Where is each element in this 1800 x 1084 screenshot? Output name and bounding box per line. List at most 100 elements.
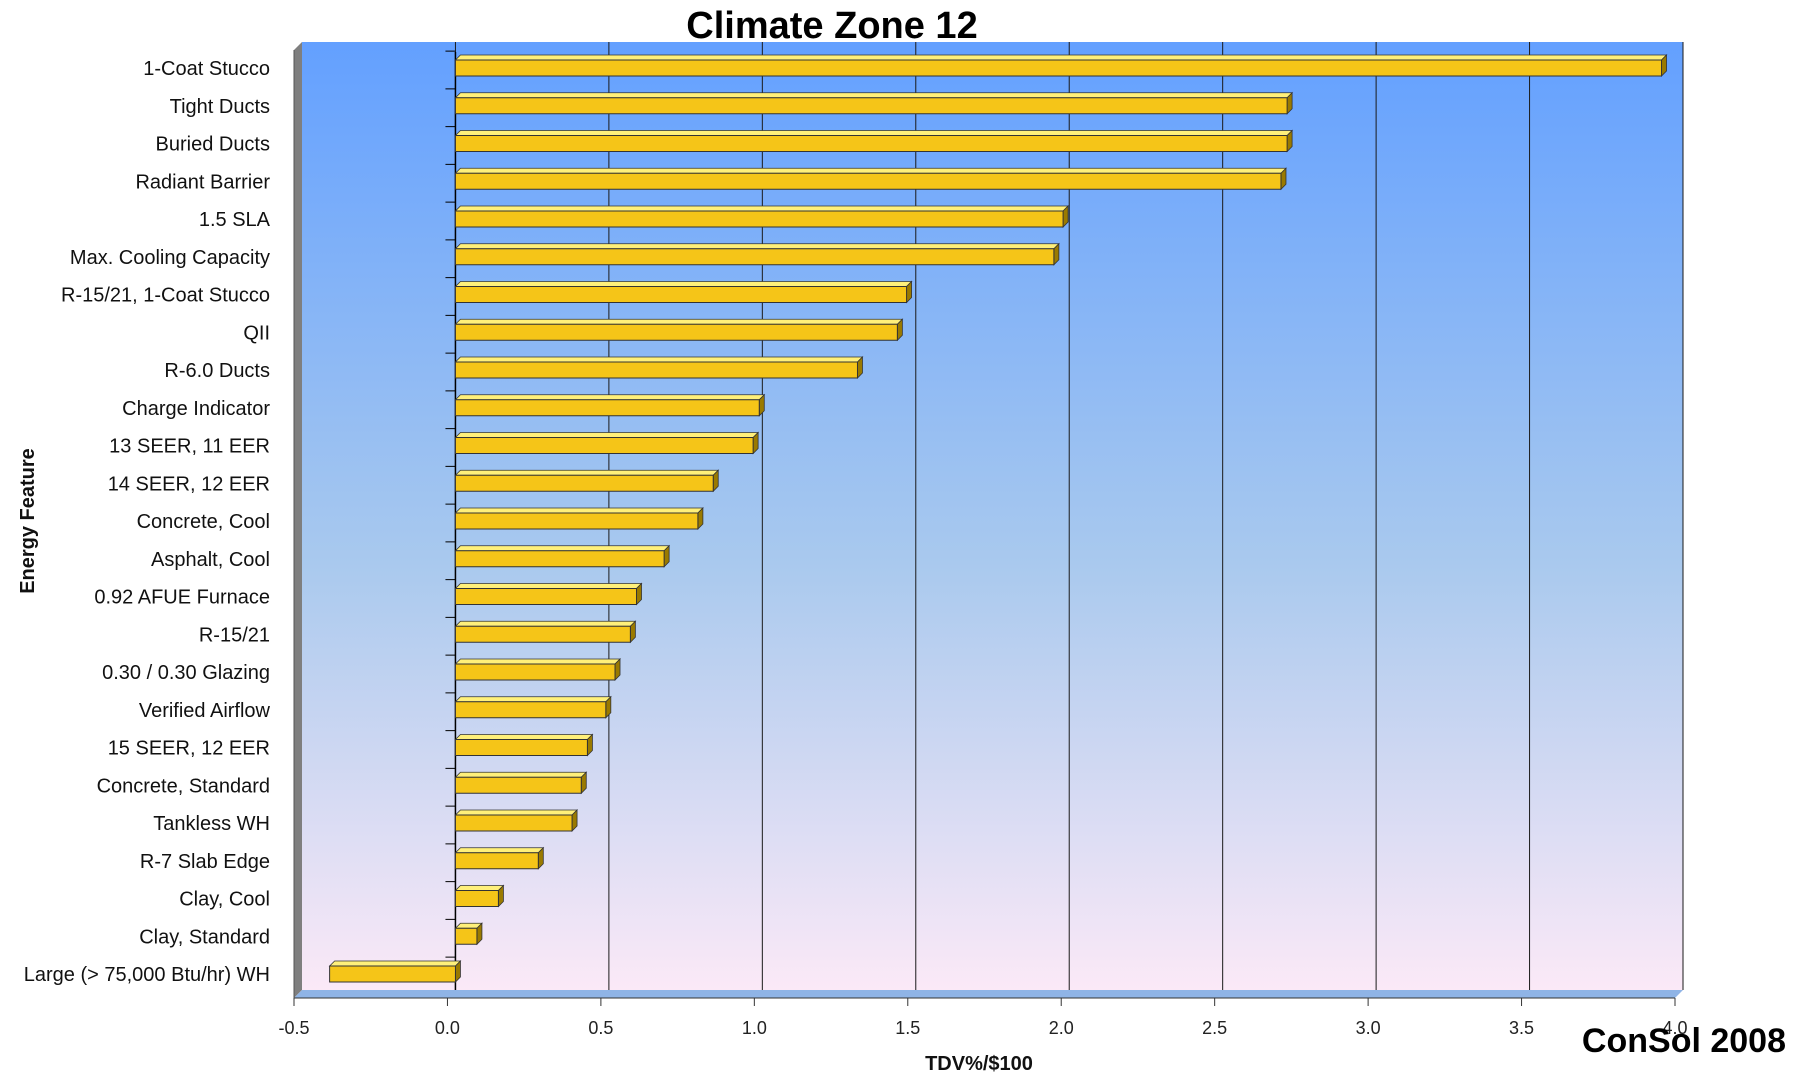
category-labels: 1-Coat Stucco Tight Ducts Buried Ducts Radi… — [24, 58, 271, 986]
bar-top-face — [454, 620, 637, 627]
category-label: 0.92 AFUE Furnace — [94, 587, 270, 609]
bar-front-face — [454, 625, 631, 643]
bar-front-face — [454, 474, 714, 492]
bar-top-face — [454, 205, 1070, 212]
bar-front-face — [454, 437, 754, 454]
x-tick-label: -0.5 — [278, 1018, 309, 1038]
category-label: Concrete, Standard — [97, 775, 270, 797]
bar — [454, 54, 1668, 77]
bar — [454, 733, 594, 757]
x-tick-label: 0.5 — [588, 1018, 613, 1038]
bar-top-face — [454, 696, 612, 703]
x-tick-label: 4.0 — [1662, 1018, 1687, 1038]
bar-front-face — [454, 663, 616, 681]
x-tick-label: 2.5 — [1202, 1018, 1227, 1038]
bar-front-face — [454, 890, 499, 907]
bar-front-face — [454, 550, 665, 568]
bar — [454, 167, 1287, 191]
category-label: Buried Ducts — [156, 134, 271, 156]
chart-title: Climate Zone 12 — [686, 5, 977, 47]
bar-top-face — [454, 469, 720, 476]
category-label: Concrete, Cool — [137, 511, 270, 533]
bar-top-face — [454, 432, 760, 438]
bar-front-face — [454, 248, 1055, 266]
bar — [454, 695, 612, 719]
bar-front-face — [454, 776, 582, 794]
bar-top-face — [454, 356, 864, 363]
bar — [454, 771, 588, 795]
bar-front-face — [454, 361, 858, 379]
bar-front-face — [454, 135, 1288, 152]
category-label: R-15/21, 1-Coat Stucco — [61, 285, 270, 307]
x-tick-label: 1.0 — [742, 1018, 767, 1038]
bar-front-face — [454, 323, 898, 341]
bar — [454, 431, 760, 455]
bar-front-face — [454, 512, 699, 530]
bar-front-face — [454, 852, 539, 870]
bar-top-face — [454, 847, 545, 854]
x-tick-label: 2.0 — [1049, 1018, 1074, 1038]
bar — [454, 205, 1070, 228]
category-label: R-7 Slab Edge — [140, 851, 270, 873]
category-label: Asphalt, Cool — [151, 549, 270, 571]
bar-front-face — [454, 588, 638, 605]
bar-top-face — [454, 734, 594, 740]
watermark-text: ConSol 2008 — [1581, 1022, 1786, 1060]
bar-front-face — [454, 59, 1663, 77]
bar — [454, 809, 579, 832]
category-label: Clay, Standard — [139, 926, 270, 948]
bar — [454, 129, 1294, 153]
bar — [328, 960, 462, 983]
bar-top-face — [454, 809, 579, 816]
category-label: Verified Airflow — [139, 700, 271, 722]
bar-top-face — [454, 507, 704, 514]
x-tick-label: 1.5 — [895, 1018, 920, 1038]
category-label: QII — [243, 322, 270, 344]
bar-top-face — [454, 771, 588, 778]
bar-front-face — [454, 399, 760, 417]
category-label: 1.5 SLA — [199, 209, 271, 231]
category-label: Radiant Barrier — [135, 171, 270, 193]
bar-front-face — [454, 927, 478, 945]
category-label: Charge Indicator — [122, 398, 270, 420]
bar — [454, 393, 766, 417]
bar-front-face — [454, 701, 607, 719]
bar — [454, 318, 904, 342]
x-tick-label: 3.5 — [1509, 1018, 1534, 1038]
bar — [454, 922, 483, 946]
bar-top-face — [454, 130, 1294, 136]
bar — [454, 280, 913, 304]
bar-top-face — [454, 167, 1287, 174]
bar — [454, 582, 643, 606]
bar — [454, 91, 1294, 115]
category-label: R-6.0 Ducts — [164, 360, 270, 382]
bar-front-face — [454, 172, 1282, 190]
bar-front-face — [454, 814, 573, 832]
bar-front-face — [329, 965, 456, 983]
bar-top-face — [454, 318, 904, 325]
plot-side-wall — [294, 42, 302, 998]
bar-front-face — [454, 739, 588, 756]
bar-top-face — [454, 885, 505, 891]
bar — [454, 544, 671, 568]
category-label: 1-Coat Stucco — [143, 58, 270, 80]
bar — [454, 469, 720, 493]
bar-top-face — [454, 281, 913, 287]
bar — [454, 620, 637, 644]
bars — [328, 54, 1668, 983]
bar — [454, 846, 545, 870]
bar-top-face — [454, 92, 1294, 99]
bar-front-face — [454, 210, 1064, 228]
bar-top-face — [454, 243, 1060, 250]
bar-top-face — [454, 545, 671, 552]
x-tick-label: 0.0 — [435, 1018, 460, 1038]
bar-front-face — [454, 286, 908, 303]
category-label: 13 SEER, 11 EER — [109, 436, 270, 458]
x-axis-ticks: -0.5 0.0 0.5 1.0 1.5 2.0 2.5 3.0 3.5 4.0 — [278, 998, 1688, 1038]
bar-front-face — [454, 97, 1288, 115]
category-label: Tight Ducts — [170, 96, 270, 118]
category-label: Clay, Cool — [179, 889, 270, 911]
x-tick-label: 3.0 — [1356, 1018, 1381, 1038]
y-axis-title: Energy Feature — [17, 448, 39, 594]
